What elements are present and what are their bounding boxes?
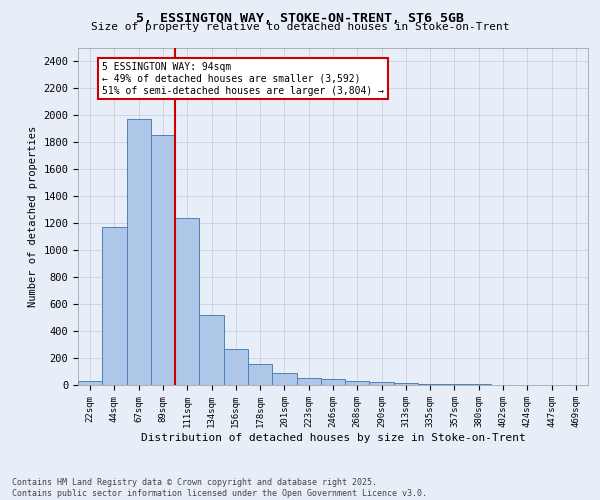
Bar (321, 380, 345, 385)
Text: 5 ESSINGTON WAY: 94sqm
← 49% of detached houses are smaller (3,592)
51% of semi-: 5 ESSINGTON WAY: 94sqm ← 49% of detached… (102, 62, 384, 96)
Bar (127, 119, 151, 385)
Bar (345, 381, 370, 385)
Bar (175, 218, 199, 385)
Y-axis label: Number of detached properties: Number of detached properties (28, 126, 38, 307)
Bar (442, 384, 467, 385)
Text: Contains HM Land Registry data © Crown copyright and database right 2025.
Contai: Contains HM Land Registry data © Crown c… (12, 478, 427, 498)
Bar (224, 348, 248, 385)
Bar (78, 381, 102, 385)
Bar (102, 227, 127, 385)
Text: 5, ESSINGTON WAY, STOKE-ON-TRENT, ST6 5GB: 5, ESSINGTON WAY, STOKE-ON-TRENT, ST6 5G… (136, 12, 464, 26)
Bar (199, 316, 224, 385)
X-axis label: Distribution of detached houses by size in Stoke-on-Trent: Distribution of detached houses by size … (140, 432, 526, 442)
Bar (248, 364, 272, 385)
Bar (370, 382, 394, 385)
Bar (272, 373, 296, 385)
Bar (467, 384, 491, 385)
Text: Size of property relative to detached houses in Stoke-on-Trent: Size of property relative to detached ho… (91, 22, 509, 32)
Bar (296, 378, 321, 385)
Bar (394, 383, 418, 385)
Bar (151, 135, 175, 385)
Bar (418, 384, 442, 385)
